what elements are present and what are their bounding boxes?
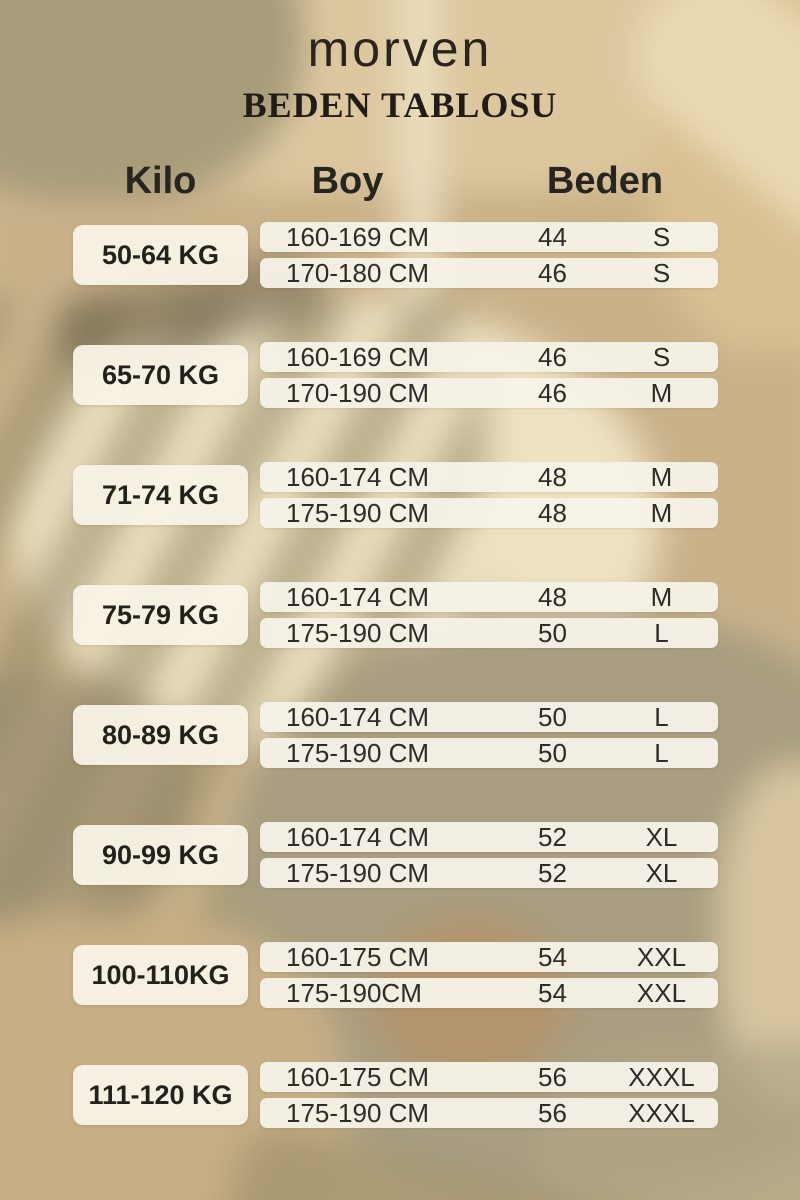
- size-rows: 160-174 CM 48 M 175-190 CM 50 L: [260, 582, 718, 648]
- size-group-90-99: 90-99 KG 160-174 CM 52 XL 175-190 CM 52 …: [0, 822, 800, 888]
- size-number: 44: [538, 221, 567, 252]
- size-table: 50-64 KG 160-169 CM 44 S 170-180 CM 46 S…: [0, 222, 800, 1182]
- weight-range-pill: 71-74 KG: [73, 465, 248, 525]
- height-range: 175-190 CM: [286, 857, 430, 888]
- table-row: 175-190CM 54 XXL: [260, 978, 718, 1008]
- brand-logo: morven: [307, 21, 493, 77]
- size-number: 48: [538, 581, 567, 612]
- page-title: BEDEN TABLOSU: [242, 85, 558, 125]
- size-rows: 160-174 CM 48 M 175-190 CM 48 M: [260, 462, 718, 528]
- size-letter: L: [654, 617, 669, 648]
- size-number: 50: [538, 737, 567, 768]
- height-range: 175-190CM: [286, 977, 422, 1008]
- size-number: 46: [538, 377, 567, 408]
- size-number: 56: [538, 1061, 567, 1092]
- size-number: 56: [538, 1097, 567, 1128]
- size-number: 48: [538, 497, 567, 528]
- size-group-80-89: 80-89 KG 160-174 CM 50 L 175-190 CM 50 L: [0, 702, 800, 768]
- size-rows: 160-169 CM 44 S 170-180 CM 46 S: [260, 222, 718, 288]
- size-letter: XXXL: [628, 1061, 695, 1092]
- table-row: 160-174 CM 48 M: [260, 462, 718, 492]
- size-rows: 160-174 CM 50 L 175-190 CM 50 L: [260, 702, 718, 768]
- height-range: 160-169 CM: [286, 221, 430, 252]
- table-row: 160-174 CM 50 L: [260, 702, 718, 732]
- size-letter: S: [652, 341, 671, 372]
- size-letter: L: [654, 701, 669, 732]
- weight-range-pill: 50-64 KG: [73, 225, 248, 285]
- height-range: 160-175 CM: [286, 1061, 430, 1092]
- table-row: 175-190 CM 56 XXXL: [260, 1098, 718, 1128]
- size-number: 46: [538, 341, 567, 372]
- size-rows: 160-169 CM 46 S 170-190 CM 46 M: [260, 342, 718, 408]
- size-number: 52: [538, 857, 567, 888]
- size-letter: M: [650, 497, 673, 528]
- size-rows: 160-174 CM 52 XL 175-190 CM 52 XL: [260, 822, 718, 888]
- height-range: 160-174 CM: [286, 701, 430, 732]
- table-row: 160-174 CM 52 XL: [260, 822, 718, 852]
- height-range: 175-190 CM: [286, 617, 430, 648]
- size-letter: L: [654, 737, 669, 768]
- size-letter: S: [652, 221, 671, 252]
- table-row: 175-190 CM 52 XL: [260, 858, 718, 888]
- column-header-kilo: Kilo: [124, 160, 197, 202]
- weight-range-pill: 80-89 KG: [73, 705, 248, 765]
- size-group-100-110: 100-110KG 160-175 CM 54 XXL 175-190CM 54…: [0, 942, 800, 1008]
- size-group-65-70: 65-70 KG 160-169 CM 46 S 170-190 CM 46 M: [0, 342, 800, 408]
- height-range: 175-190 CM: [286, 497, 430, 528]
- table-row: 160-175 CM 56 XXXL: [260, 1062, 718, 1092]
- size-number: 52: [538, 821, 567, 852]
- size-rows: 160-175 CM 54 XXL 175-190CM 54 XXL: [260, 942, 718, 1008]
- table-row: 160-174 CM 48 M: [260, 582, 718, 612]
- size-letter: XXL: [636, 977, 687, 1008]
- size-number: 50: [538, 701, 567, 732]
- table-row: 160-169 CM 44 S: [260, 222, 718, 252]
- size-number: 54: [538, 977, 567, 1008]
- table-row: 175-190 CM 48 M: [260, 498, 718, 528]
- height-range: 160-169 CM: [286, 341, 430, 372]
- weight-range-pill: 100-110KG: [73, 945, 248, 1005]
- weight-range-pill: 65-70 KG: [73, 345, 248, 405]
- size-letter: XL: [645, 857, 678, 888]
- height-range: 170-190 CM: [286, 377, 430, 408]
- size-group-75-79: 75-79 KG 160-174 CM 48 M 175-190 CM 50 L: [0, 582, 800, 648]
- table-row: 170-190 CM 46 M: [260, 378, 718, 408]
- size-letter: S: [652, 257, 671, 288]
- height-range: 160-174 CM: [286, 461, 430, 492]
- size-letter: XXXL: [628, 1097, 695, 1128]
- size-letter: M: [650, 581, 673, 612]
- height-range: 160-175 CM: [286, 941, 430, 972]
- weight-range-pill: 90-99 KG: [73, 825, 248, 885]
- size-letter: M: [650, 461, 673, 492]
- size-group-50-64: 50-64 KG 160-169 CM 44 S 170-180 CM 46 S: [0, 222, 800, 288]
- column-header-boy: Boy: [311, 160, 384, 202]
- size-letter: XXL: [636, 941, 687, 972]
- height-range: 175-190 CM: [286, 1097, 430, 1128]
- table-row: 160-169 CM 46 S: [260, 342, 718, 372]
- size-number: 54: [538, 941, 567, 972]
- size-letter: XL: [645, 821, 678, 852]
- table-row: 175-190 CM 50 L: [260, 618, 718, 648]
- table-row: 160-175 CM 54 XXL: [260, 942, 718, 972]
- weight-range-pill: 111-120 KG: [73, 1065, 248, 1125]
- column-header-beden: Beden: [546, 160, 664, 202]
- size-letter: M: [650, 377, 673, 408]
- size-number: 48: [538, 461, 567, 492]
- weight-range-pill: 75-79 KG: [73, 585, 248, 645]
- table-row: 170-180 CM 46 S: [260, 258, 718, 288]
- height-range: 170-180 CM: [286, 257, 430, 288]
- size-number: 46: [538, 257, 567, 288]
- size-number: 50: [538, 617, 567, 648]
- height-range: 175-190 CM: [286, 737, 430, 768]
- size-rows: 160-175 CM 56 XXXL 175-190 CM 56 XXXL: [260, 1062, 718, 1128]
- size-group-111-120: 111-120 KG 160-175 CM 56 XXXL 175-190 CM…: [0, 1062, 800, 1128]
- table-row: 175-190 CM 50 L: [260, 738, 718, 768]
- size-group-71-74: 71-74 KG 160-174 CM 48 M 175-190 CM 48 M: [0, 462, 800, 528]
- height-range: 160-174 CM: [286, 581, 430, 612]
- height-range: 160-174 CM: [286, 821, 430, 852]
